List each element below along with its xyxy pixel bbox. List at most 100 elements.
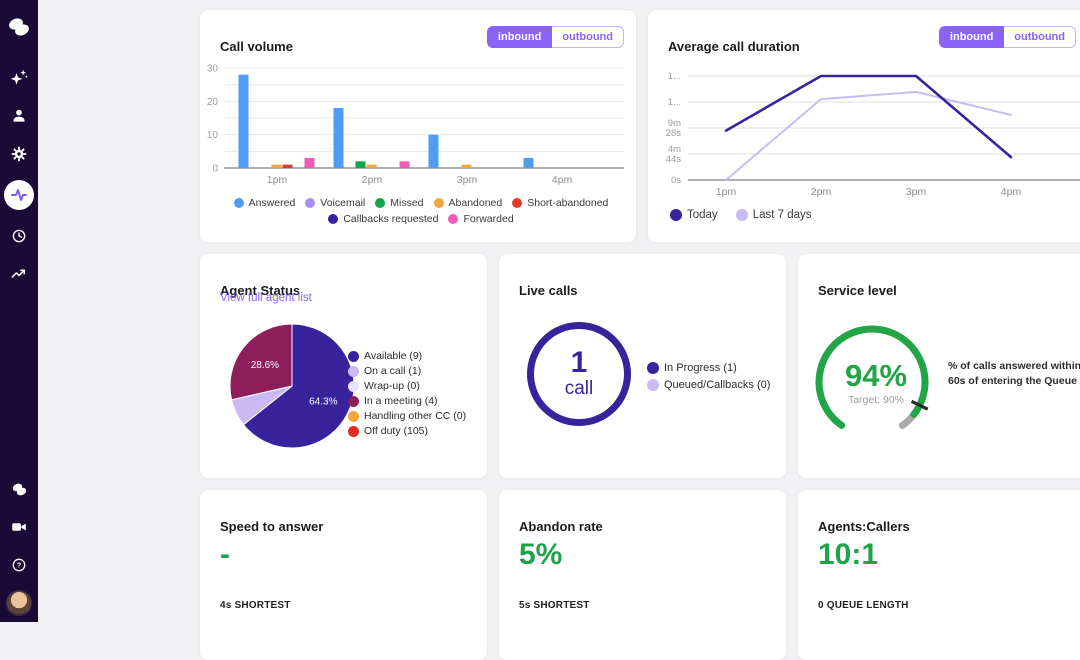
card-title: Call volume — [220, 38, 293, 54]
agents-callers-value: 10:1 — [818, 538, 879, 571]
bar — [238, 74, 249, 168]
bar — [282, 164, 293, 168]
legend-item: Forwarded — [448, 212, 514, 226]
line-chart-svg: 0s 4m 44s 9m 28s 1... 1... 1pm 2pm 3pm 4pm — [666, 71, 1080, 198]
legend-dot — [328, 214, 339, 224]
y-tick-label: 1... — [668, 97, 681, 108]
clock-glyph — [12, 229, 26, 243]
legend-dot — [647, 379, 659, 391]
question-glyph: ? — [12, 558, 26, 572]
bar — [355, 161, 366, 168]
call-volume-legend: Answered Voicemail Missed Abandoned Short-ab… — [214, 196, 628, 226]
legend-label: Callbacks requested — [343, 213, 439, 225]
agent-status-pie-chart: 64.3% 28.6% — [226, 320, 358, 452]
legend-label: Off duty (105) — [364, 425, 429, 437]
x-tick-label: 3pm — [906, 186, 927, 198]
video-icon[interactable] — [7, 515, 31, 539]
service-level-card: Service level 94% Target: 90% % of calls… — [798, 254, 1080, 478]
speed-to-answer-sub: 4s SHORTEST — [220, 600, 291, 611]
legend-label: Wrap-up (0) — [364, 380, 420, 392]
agents-callers-sub: 0 QUEUE LENGTH — [818, 600, 909, 611]
contacts-icon[interactable] — [7, 104, 31, 128]
pie-slice-label: 64.3% — [309, 397, 337, 408]
user-avatar[interactable] — [6, 590, 32, 616]
donut-chart-svg — [527, 322, 631, 426]
legend-label: Short-abandoned — [527, 197, 609, 209]
dialpad-mini-glyph — [12, 483, 26, 495]
bar — [461, 164, 472, 168]
donut-segment — [527, 322, 631, 426]
bar — [366, 164, 377, 168]
y-tick-label: 1... — [668, 71, 681, 82]
legend-label: In a meeting (4) — [364, 395, 438, 407]
inbound-outbound-toggle: inbound outbound — [938, 26, 1076, 48]
y-tick-label: 4m 44s — [666, 144, 682, 165]
legend-item: Off duty (105) — [348, 425, 466, 437]
card-title: Agents:Callers — [818, 518, 910, 534]
legend-dot — [670, 209, 682, 221]
legend-dot — [348, 410, 359, 422]
legend-label: In Progress (1) — [664, 362, 737, 374]
bar — [399, 161, 410, 168]
legend-dot — [348, 365, 359, 377]
legend-item: Answered — [233, 196, 295, 210]
service-level-target: Target: 90% — [847, 394, 905, 406]
gear-glyph — [11, 146, 27, 162]
view-full-agent-list-link[interactable]: View full agent list — [220, 292, 312, 304]
dialpad-logo-icon[interactable] — [7, 15, 31, 39]
analytics-icon-active[interactable] — [4, 180, 34, 210]
legend-item: Short-abandoned — [512, 196, 608, 210]
dialpad-mini-icon[interactable] — [7, 477, 31, 501]
inbound-toggle-button[interactable]: inbound — [486, 26, 553, 48]
legend-item: In a meeting (4) — [348, 395, 466, 407]
legend-dot — [348, 350, 359, 362]
live-calls-donut: 1 call — [521, 316, 637, 432]
x-tick-label: 2pm — [362, 174, 383, 186]
y-tick-label: 0 — [212, 164, 218, 175]
settings-icon[interactable] — [7, 142, 31, 166]
y-tick-label: 20 — [207, 97, 219, 108]
outbound-toggle-button[interactable]: outbound — [552, 26, 624, 48]
legend-item: Today — [670, 208, 718, 222]
x-tick-label: 2pm — [811, 186, 832, 198]
trending-up-glyph — [11, 269, 25, 278]
legend-dot — [433, 198, 444, 208]
ai-sparkle-icon[interactable] — [7, 66, 31, 90]
bar — [428, 134, 439, 168]
history-icon[interactable] — [7, 224, 31, 248]
service-level-description: % of calls answered within 60s of enteri… — [948, 359, 1080, 388]
line-series — [725, 90, 1012, 181]
pie-chart-svg: 64.3% 28.6% — [229, 323, 355, 449]
legend-item: Queued/Callbacks (0) — [647, 379, 770, 391]
inbound-outbound-toggle: inbound outbound — [486, 26, 624, 48]
pie-slice — [229, 323, 293, 401]
legend-item: Last 7 days — [735, 208, 812, 222]
sidebar: ? — [0, 0, 38, 622]
legend-item: On a call (1) — [348, 365, 466, 377]
legend-label: Missed — [390, 197, 424, 209]
legend-item: Wrap-up (0) — [348, 380, 466, 392]
legend-dot — [233, 198, 244, 208]
legend-dot — [375, 198, 386, 208]
inbound-toggle-button[interactable]: inbound — [938, 26, 1005, 48]
live-calls-card: Live calls 1 call In Progress (1) Queued/… — [499, 254, 786, 478]
pie-slice — [242, 323, 355, 449]
outbound-toggle-button[interactable]: outbound — [1004, 26, 1076, 48]
card-title: Agent Status — [220, 282, 301, 298]
bar — [271, 164, 282, 168]
live-calls-value: 1 — [570, 346, 588, 379]
legend-item: Voicemail — [305, 196, 365, 210]
trends-icon[interactable] — [7, 262, 31, 286]
legend-label: Handling other CC (0) — [364, 410, 467, 422]
service-level-arc — [806, 312, 946, 457]
avg-duration-card: Average call duration inbound outbound 0… — [648, 10, 1080, 242]
card-title: Average call duration — [668, 38, 800, 54]
legend-label: Queued/Callbacks (0) — [664, 379, 771, 391]
svg-text:?: ? — [17, 561, 22, 570]
call-volume-card: Call volume inbound outbound 0 10 20 30 1pm 2… — [200, 10, 636, 242]
legend-item: Callbacks requested — [328, 212, 438, 226]
bar — [523, 158, 534, 168]
y-tick-label: 10 — [207, 130, 219, 141]
help-icon[interactable]: ? — [7, 553, 31, 577]
bar — [304, 158, 315, 168]
